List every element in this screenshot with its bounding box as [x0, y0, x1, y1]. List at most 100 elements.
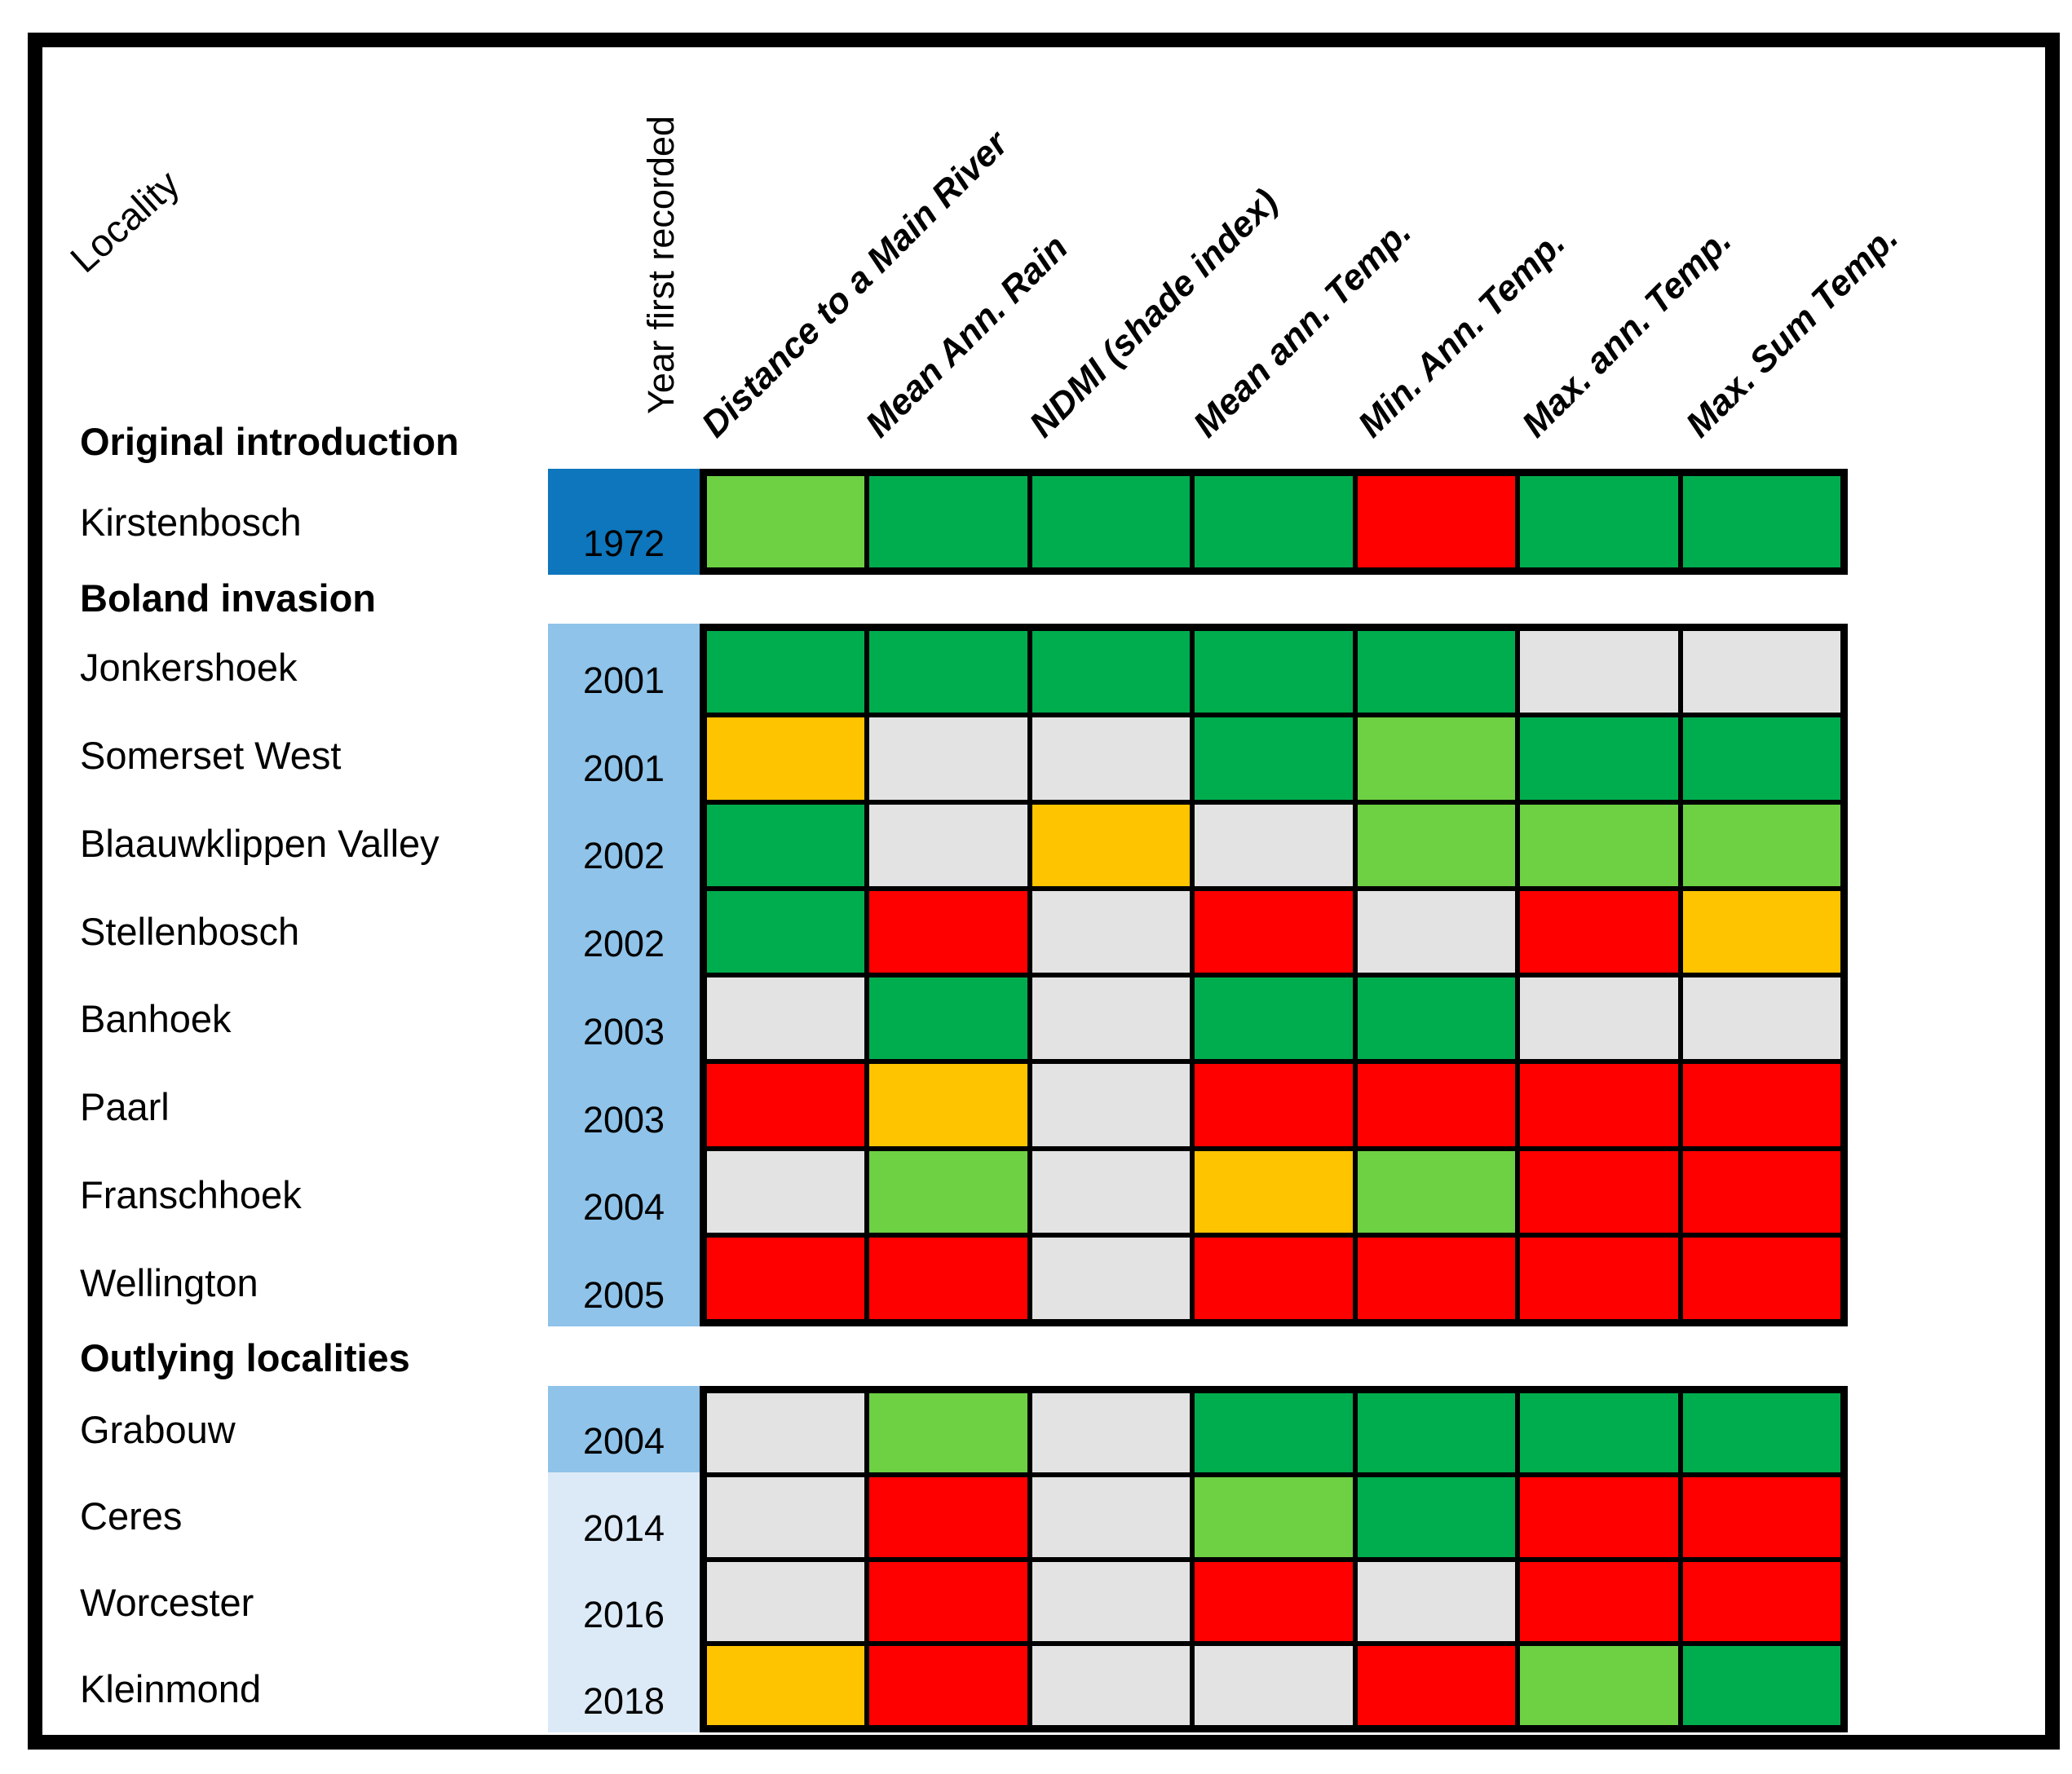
heat-cell-somerset-west-max-sum-temp- — [1682, 717, 1840, 800]
heat-cell-ceres-max-ann-temp- — [1520, 1477, 1678, 1557]
heat-cell-somerset-west-distance-to-a-main-river — [707, 717, 865, 800]
heat-cell-worcester-ndmi-shade-index- — [1032, 1561, 1191, 1641]
heat-cell-kleinmond-max-ann-temp- — [1520, 1645, 1678, 1725]
heat-cell-paarl-mean-ann-temp- — [1195, 1064, 1353, 1146]
locality-label-wellington: Wellington — [80, 1260, 258, 1304]
heat-cell-kirstenbosch-max-sum-temp- — [1682, 476, 1840, 567]
heat-cell-wellington-min-ann-temp- — [1357, 1237, 1516, 1319]
heat-cell-jonkershoek-max-ann-temp- — [1520, 631, 1678, 713]
heat-cell-ceres-min-ann-temp- — [1357, 1477, 1516, 1557]
locality-label-franschhoek: Franschhoek — [80, 1172, 302, 1216]
locality-label-ceres: Ceres — [80, 1494, 183, 1538]
heat-cell-franschhoek-min-ann-temp- — [1357, 1150, 1516, 1233]
heat-cell-kleinmond-max-sum-temp- — [1682, 1645, 1840, 1725]
heat-cell-kirstenbosch-distance-to-a-main-river — [707, 476, 865, 567]
locality-label-banhoek: Banhoek — [80, 997, 232, 1041]
year-value: 2004 — [582, 1420, 665, 1463]
heat-cell-blaauwklippen-valley-distance-to-a-main-river — [707, 804, 865, 886]
heat-cell-kleinmond-mean-ann-temp- — [1195, 1645, 1353, 1725]
heatmap-grid — [700, 469, 1848, 575]
locality-label-worcester: Worcester — [80, 1581, 254, 1625]
heat-cell-somerset-west-max-ann-temp- — [1520, 717, 1678, 800]
heat-cell-grabouw-distance-to-a-main-river — [707, 1393, 865, 1473]
heat-cell-ceres-max-sum-temp- — [1682, 1477, 1840, 1557]
year-value: 2005 — [582, 1274, 665, 1316]
heat-cell-kirstenbosch-min-ann-temp- — [1357, 476, 1516, 567]
year-cell-banhoek: 2003 — [548, 975, 700, 1063]
heat-cell-franschhoek-ndmi-shade-index- — [1032, 1150, 1191, 1233]
heat-cell-stellenbosch-mean-ann-temp- — [1195, 890, 1353, 973]
group-label: Boland invasion — [80, 576, 376, 620]
heat-cell-blaauwklippen-valley-ndmi-shade-index- — [1032, 804, 1191, 886]
heat-cell-banhoek-min-ann-temp- — [1357, 977, 1516, 1060]
year-value: 2004 — [582, 1186, 665, 1229]
year-cell-jonkershoek: 2001 — [548, 624, 700, 712]
heat-cell-kleinmond-ndmi-shade-index- — [1032, 1645, 1191, 1725]
heat-cell-franschhoek-distance-to-a-main-river — [707, 1150, 865, 1233]
group-label: Original introduction — [80, 420, 459, 463]
heat-cell-ceres-ndmi-shade-index- — [1032, 1477, 1191, 1557]
heat-cell-stellenbosch-min-ann-temp- — [1357, 890, 1516, 973]
year-value: 2016 — [582, 1593, 665, 1635]
heat-cell-grabouw-min-ann-temp- — [1357, 1393, 1516, 1473]
heatmap-grid — [700, 624, 1848, 1326]
heat-cell-jonkershoek-mean-ann-temp- — [1195, 631, 1353, 713]
year-cell-blaauwklippen-valley: 2002 — [548, 799, 700, 888]
heat-cell-stellenbosch-mean-ann-rain — [869, 890, 1027, 973]
heat-cell-grabouw-max-ann-temp- — [1520, 1393, 1678, 1473]
heat-cell-banhoek-mean-ann-rain — [869, 977, 1027, 1060]
year-cell-worcester: 2016 — [548, 1559, 700, 1646]
heat-cell-somerset-west-min-ann-temp- — [1357, 717, 1516, 800]
year-strip: 1972 — [548, 469, 700, 575]
year-value: 2003 — [582, 1098, 665, 1141]
locality-label-somerset-west: Somerset West — [80, 734, 342, 778]
heat-cell-wellington-mean-ann-temp- — [1195, 1237, 1353, 1319]
heat-cell-paarl-max-ann-temp- — [1520, 1064, 1678, 1146]
heat-cell-paarl-max-sum-temp- — [1682, 1064, 1840, 1146]
year-value: 2001 — [582, 747, 665, 789]
heat-cell-banhoek-ndmi-shade-index- — [1032, 977, 1191, 1060]
heat-cell-franschhoek-max-sum-temp- — [1682, 1150, 1840, 1233]
year-value: 2002 — [582, 835, 665, 877]
heat-cell-worcester-max-ann-temp- — [1520, 1561, 1678, 1641]
locality-label-grabouw: Grabouw — [80, 1407, 236, 1451]
heat-cell-jonkershoek-ndmi-shade-index- — [1032, 631, 1191, 713]
heat-cell-grabouw-mean-ann-temp- — [1195, 1393, 1353, 1473]
heat-cell-banhoek-max-ann-temp- — [1520, 977, 1678, 1060]
year-cell-paarl: 2003 — [548, 1062, 700, 1151]
heat-cell-banhoek-distance-to-a-main-river — [707, 977, 865, 1060]
heat-cell-ceres-mean-ann-temp- — [1195, 1477, 1353, 1557]
heatmap-grid — [700, 1386, 1848, 1732]
heat-cell-banhoek-max-sum-temp- — [1682, 977, 1840, 1060]
heat-cell-kleinmond-min-ann-temp- — [1357, 1645, 1516, 1725]
heat-cell-grabouw-ndmi-shade-index- — [1032, 1393, 1191, 1473]
heat-cell-kleinmond-distance-to-a-main-river — [707, 1645, 865, 1725]
heat-cell-worcester-mean-ann-temp- — [1195, 1561, 1353, 1641]
heat-cell-jonkershoek-min-ann-temp- — [1357, 631, 1516, 713]
heat-cell-jonkershoek-mean-ann-rain — [869, 631, 1027, 713]
heat-cell-blaauwklippen-valley-max-ann-temp- — [1520, 804, 1678, 886]
heat-cell-grabouw-max-sum-temp- — [1682, 1393, 1840, 1473]
year-strip: 2004 2014 2016 2018 — [548, 1386, 700, 1732]
heat-cell-blaauwklippen-valley-max-sum-temp- — [1682, 804, 1840, 886]
heat-cell-worcester-distance-to-a-main-river — [707, 1561, 865, 1641]
heat-cell-blaauwklippen-valley-min-ann-temp- — [1357, 804, 1516, 886]
year-cell-franschhoek: 2004 — [548, 1150, 700, 1239]
heat-cell-grabouw-mean-ann-rain — [869, 1393, 1027, 1473]
locality-label-blaauwklippen-valley: Blaauwklippen Valley — [80, 821, 440, 865]
group-label: Outlying localities — [80, 1336, 410, 1379]
locality-label-paarl: Paarl — [80, 1085, 170, 1129]
heat-cell-stellenbosch-max-ann-temp- — [1520, 890, 1678, 973]
year-value: 2018 — [582, 1680, 665, 1722]
heat-cell-ceres-mean-ann-rain — [869, 1477, 1027, 1557]
year-cell-wellington: 2005 — [548, 1238, 700, 1326]
heat-cell-kirstenbosch-mean-ann-rain — [869, 476, 1027, 567]
locality-label-kleinmond: Kleinmond — [80, 1667, 262, 1711]
heat-cell-wellington-max-sum-temp- — [1682, 1237, 1840, 1319]
locality-label-stellenbosch: Stellenbosch — [80, 909, 300, 953]
heat-cell-wellington-mean-ann-rain — [869, 1237, 1027, 1319]
heat-cell-wellington-distance-to-a-main-river — [707, 1237, 865, 1319]
heat-cell-somerset-west-ndmi-shade-index- — [1032, 717, 1191, 800]
heat-cell-wellington-max-ann-temp- — [1520, 1237, 1678, 1319]
